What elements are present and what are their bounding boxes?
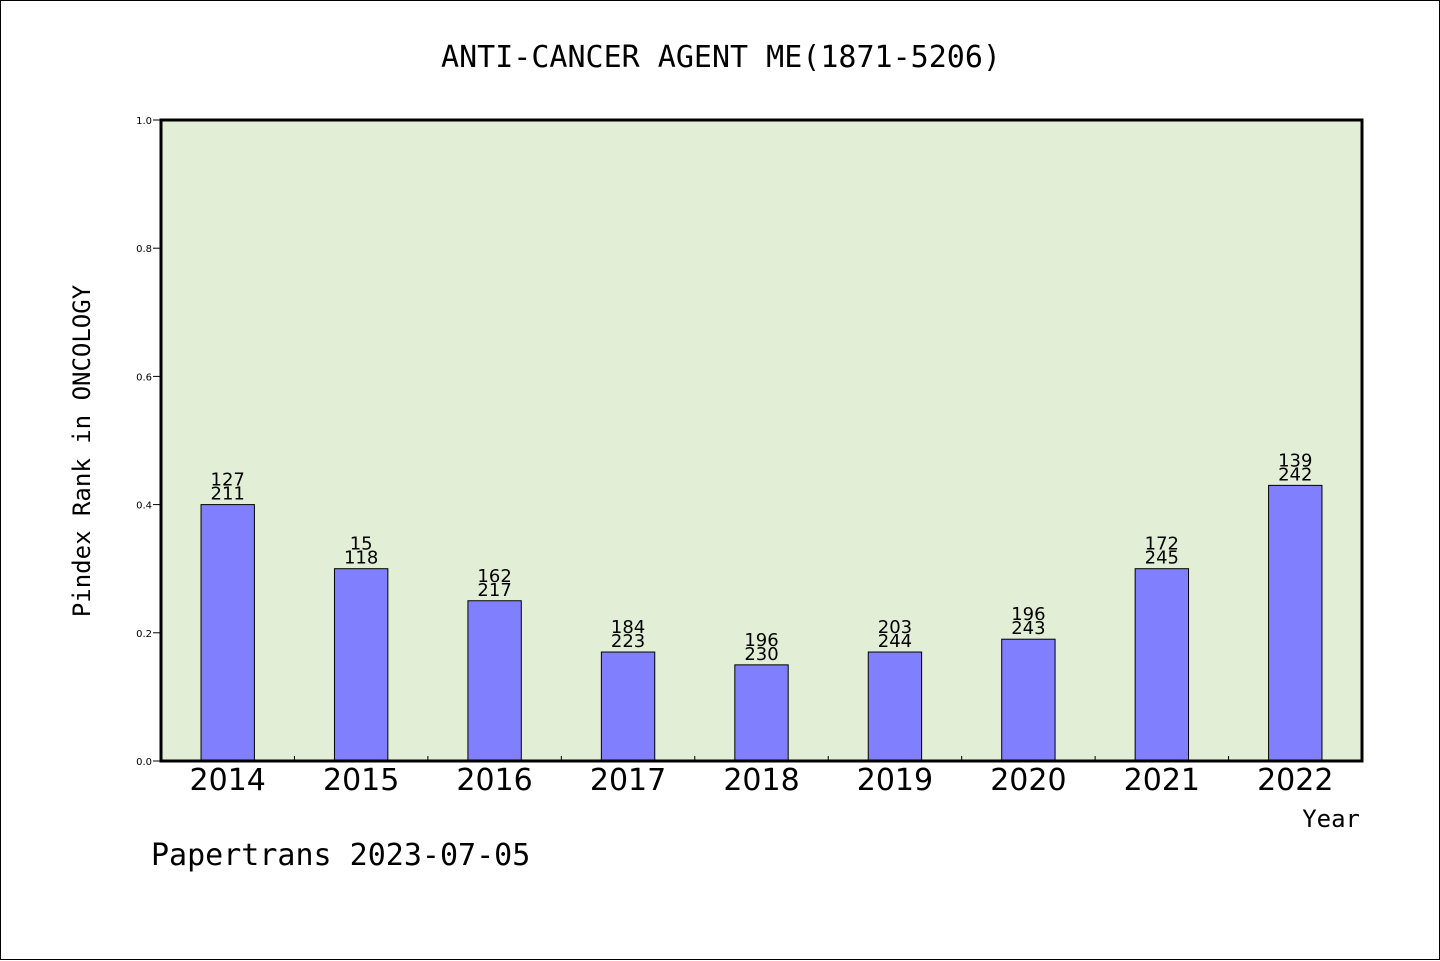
bar-label-bottom: 211 [211,484,245,505]
x-tick-label: 2014 [190,763,266,798]
x-tick-label: 2015 [323,763,399,798]
bar [600,651,656,762]
y-axis-label: Pindex Rank in ONCOLOGY [68,284,96,617]
bar-label-top: 162 [477,566,511,587]
bar-label-top: 203 [878,617,912,638]
bar [200,504,255,762]
x-tick-label: 2017 [590,763,666,798]
y-tick-label: 0.0 [136,757,152,768]
x-tick-label: 2022 [1257,763,1333,798]
bar-label-bottom: 217 [477,580,511,601]
y-tick-label: 0.4 [136,501,152,512]
x-tick-label: 2019 [857,763,933,798]
chart-title: ANTI-CANCER AGENT ME(1871-5206) [441,40,1001,75]
bar-label-bottom: 244 [878,631,912,652]
bar-label-top: 15 [350,534,373,555]
x-tick-label: 2016 [456,763,532,798]
bar-label-bottom: 245 [1145,548,1179,569]
x-tick-label: 2021 [1124,763,1200,798]
y-axis-ticks: 0.0 0.2 0.4 0.6 0.8 1.0 [136,116,161,768]
bar [333,568,389,762]
bar [1001,638,1056,762]
bar [734,664,789,762]
bar-label-top: 184 [611,617,645,638]
bar [1268,484,1323,762]
x-tick-label: 2020 [990,763,1066,798]
bar [867,651,923,762]
bar-label-bottom: 230 [744,644,778,665]
bar-label-top: 139 [1278,450,1312,471]
bar [1134,568,1190,762]
y-tick-label: 0.6 [136,372,152,383]
bar-label-bottom: 243 [1011,618,1045,639]
y-tick-label: 0.8 [136,244,152,255]
bar-label-bottom: 118 [344,548,378,569]
plot-border [159,118,1364,763]
bar-label-top: 172 [1145,534,1179,555]
x-axis-label: Year [1302,805,1360,833]
footer-credit: Papertrans 2023-07-05 [151,838,530,873]
bar-label-bottom: 242 [1278,464,1312,485]
x-tick-label: 2018 [723,763,799,798]
bar-label-top: 127 [211,470,245,491]
y-tick-label: 0.2 [136,629,152,640]
x-axis-ticks: 2014 2015 2016 2017 2018 2019 2020 2021 2022 [190,756,1333,798]
bar-label-bottom: 223 [611,631,645,652]
y-tick-label: 1.0 [136,116,152,127]
bar-label-top: 196 [744,630,778,651]
bar [467,600,522,762]
bar-label-top: 196 [1011,604,1045,625]
